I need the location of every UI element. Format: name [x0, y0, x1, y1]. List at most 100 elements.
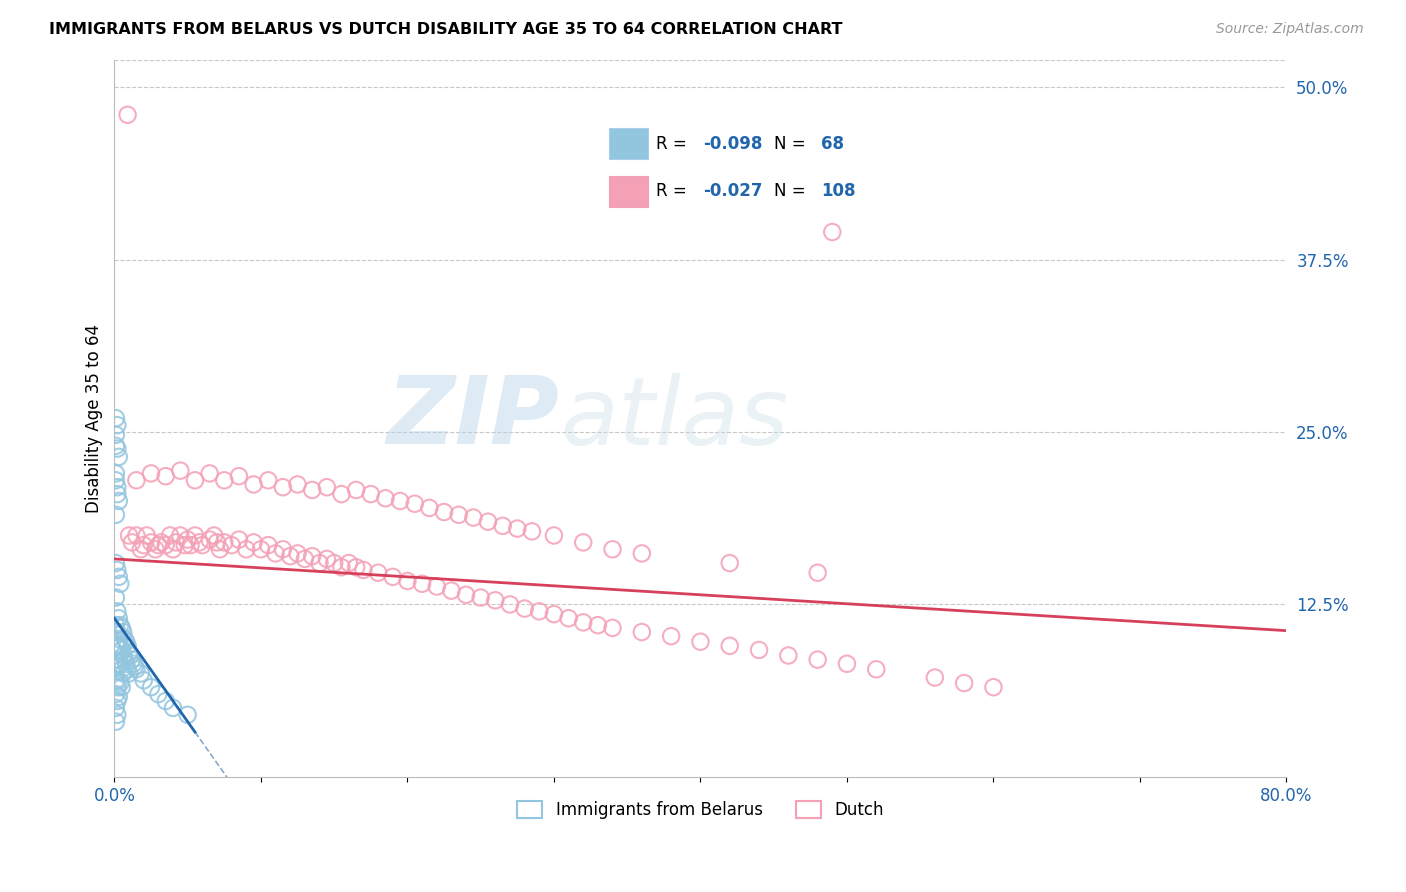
Point — [242, 477, 264, 491]
Point — [107, 450, 129, 464]
Point — [529, 604, 551, 618]
Point — [104, 556, 127, 570]
Point — [107, 652, 129, 666]
Point — [107, 690, 129, 704]
Point — [257, 538, 280, 552]
Point — [411, 576, 433, 591]
Point — [104, 687, 127, 701]
Point — [257, 473, 280, 487]
Point — [107, 494, 129, 508]
Point — [264, 546, 287, 560]
Point — [924, 671, 946, 685]
Point — [105, 604, 128, 618]
Point — [221, 538, 243, 552]
Point — [602, 542, 624, 557]
Point — [118, 646, 141, 660]
Point — [105, 680, 128, 694]
Point — [112, 666, 135, 681]
Point — [180, 538, 202, 552]
Point — [454, 588, 477, 602]
Point — [630, 625, 652, 640]
Point — [433, 505, 456, 519]
Point — [506, 522, 529, 536]
Point — [214, 473, 236, 487]
Point — [198, 533, 221, 547]
Point — [104, 701, 127, 715]
Point — [176, 707, 198, 722]
Point — [121, 535, 143, 549]
Point — [184, 473, 207, 487]
Point — [169, 528, 191, 542]
Y-axis label: Disability Age 35 to 64: Disability Age 35 to 64 — [86, 324, 103, 513]
Point — [308, 556, 330, 570]
Point — [104, 618, 127, 632]
Point — [513, 601, 536, 615]
Point — [271, 542, 294, 557]
Point — [301, 483, 323, 497]
Point — [139, 467, 162, 481]
Point — [748, 643, 770, 657]
Point — [111, 643, 134, 657]
Point — [169, 464, 191, 478]
Point — [374, 491, 396, 506]
Point — [105, 639, 128, 653]
Point — [315, 480, 337, 494]
Point — [121, 652, 143, 666]
Point — [294, 552, 316, 566]
Point — [115, 634, 138, 648]
Point — [107, 632, 129, 646]
Point — [139, 680, 162, 694]
Point — [228, 469, 250, 483]
Point — [118, 528, 141, 542]
Point — [228, 533, 250, 547]
Point — [114, 632, 136, 646]
Point — [173, 538, 195, 552]
Point — [162, 701, 184, 715]
Point — [520, 524, 543, 539]
Point — [689, 634, 711, 648]
Point — [145, 542, 167, 557]
Point — [301, 549, 323, 564]
Point — [983, 680, 1005, 694]
Point — [112, 648, 135, 663]
Point — [104, 508, 127, 522]
Point — [250, 542, 273, 557]
Point — [105, 418, 128, 433]
Point — [447, 508, 470, 522]
Point — [396, 574, 419, 588]
Point — [557, 611, 579, 625]
Point — [135, 528, 157, 542]
Point — [105, 442, 128, 456]
Point — [821, 225, 844, 239]
Point — [104, 591, 127, 605]
Point — [602, 621, 624, 635]
Point — [125, 473, 148, 487]
Point — [718, 556, 741, 570]
Point — [242, 535, 264, 549]
Point — [104, 411, 127, 425]
Point — [484, 593, 506, 607]
Point — [835, 657, 858, 671]
Point — [205, 535, 228, 549]
Point — [162, 542, 184, 557]
Point — [148, 538, 170, 552]
Point — [110, 657, 132, 671]
Point — [110, 639, 132, 653]
Point — [150, 535, 173, 549]
Point — [105, 480, 128, 494]
Point — [953, 676, 976, 690]
Point — [470, 591, 492, 605]
Point — [120, 648, 142, 663]
Point — [115, 657, 138, 671]
Point — [353, 563, 375, 577]
Point — [323, 556, 346, 570]
Point — [543, 607, 565, 621]
Point — [125, 662, 148, 676]
Point — [107, 611, 129, 625]
Point — [271, 480, 294, 494]
Point — [477, 515, 499, 529]
Point — [132, 673, 155, 688]
Point — [389, 494, 412, 508]
Point — [718, 639, 741, 653]
Point — [104, 639, 127, 653]
